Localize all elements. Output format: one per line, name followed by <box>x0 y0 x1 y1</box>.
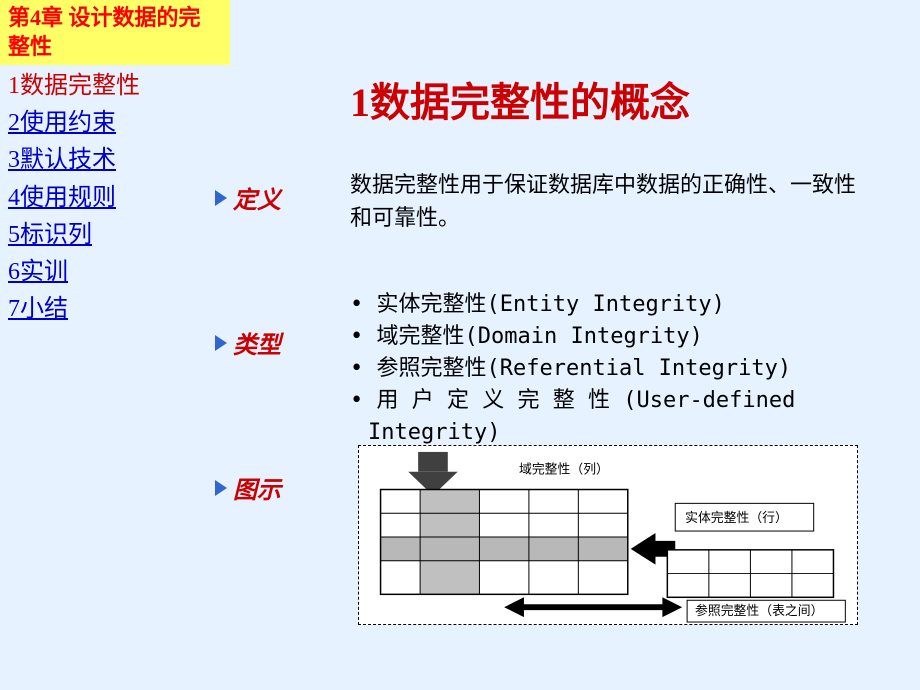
triangle-icon <box>215 480 227 496</box>
type-item: 用 户 定 义 完 整 性 (User-defined Integrity) <box>350 385 890 449</box>
section-labels: 定义 类型 图示 <box>215 180 315 615</box>
entity-label: 实体完整性（行） <box>685 511 788 525</box>
sidebar-item-7[interactable]: 7小结 <box>8 291 208 328</box>
main-title: 1数据完整性的概念 <box>350 70 890 128</box>
sidebar-item-1[interactable]: 1数据完整性 <box>8 68 208 105</box>
sidebar-item-6[interactable]: 6实训 <box>8 254 208 291</box>
sidebar-item-4[interactable]: 4使用规则 <box>8 180 208 217</box>
table2 <box>667 550 833 597</box>
main-content: 1数据完整性的概念 数据完整性用于保证数据库中数据的正确性、一致性和可靠性。 实… <box>350 70 890 448</box>
referential-label: 参照完整性（表之间） <box>695 603 823 618</box>
section-definition: 定义 <box>215 180 315 215</box>
triangle-icon <box>215 190 227 206</box>
domain-label: 域完整性（列） <box>519 463 609 477</box>
sidebar-item-5[interactable]: 5标识列 <box>8 217 208 254</box>
sidebar-item-3[interactable]: 3默认技术 <box>8 142 208 179</box>
diagram-label-text: 图示 <box>233 470 281 505</box>
chapter-title: 第4章 设计数据的完整性 <box>0 0 230 65</box>
def-label-text: 定义 <box>233 180 281 215</box>
triangle-icon <box>215 335 227 351</box>
table1 <box>381 490 628 595</box>
section-diagram: 图示 <box>215 470 315 505</box>
type-label-text: 类型 <box>233 325 281 360</box>
sidebar-item-2[interactable]: 2使用约束 <box>8 105 208 142</box>
sidebar-nav: 1数据完整性 2使用约束 3默认技术 4使用规则 5标识列 6实训 7小结 <box>8 68 208 328</box>
type-list: 实体完整性(Entity Integrity) 域完整性(Domain Inte… <box>350 289 890 448</box>
type-item: 实体完整性(Entity Integrity) <box>350 289 890 321</box>
definition-text: 数据完整性用于保证数据库中数据的正确性、一致性和可靠性。 <box>350 168 890 234</box>
section-type: 类型 <box>215 325 315 360</box>
type-item: 域完整性(Domain Integrity) <box>350 321 890 353</box>
integrity-diagram: 域完整性（列） 实体完整性（行） <box>358 445 858 625</box>
type-item: 参照完整性(Referential Integrity) <box>350 353 890 385</box>
